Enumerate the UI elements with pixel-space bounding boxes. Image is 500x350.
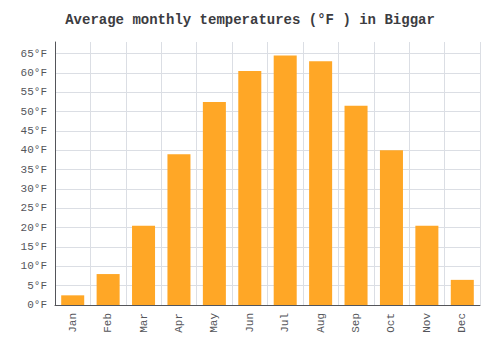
svg-text:Mar: Mar [138,313,150,333]
svg-text:10°F: 10°F [21,260,47,272]
svg-text:Nov: Nov [421,313,433,333]
svg-text:May: May [208,313,220,333]
svg-text:Feb: Feb [102,313,114,333]
svg-text:Aug: Aug [315,313,327,333]
svg-text:20°F: 20°F [21,222,47,234]
svg-text:55°F: 55°F [21,86,47,98]
svg-text:25°F: 25°F [21,202,47,214]
svg-text:Average monthly temperatures (: Average monthly temperatures (°F ) in Bi… [65,12,435,28]
svg-text:30°F: 30°F [21,183,47,195]
svg-text:40°F: 40°F [21,144,47,156]
svg-text:60°F: 60°F [21,67,47,79]
svg-text:5°F: 5°F [27,280,47,292]
svg-text:Apr: Apr [173,313,185,333]
svg-text:Jul: Jul [279,313,291,333]
svg-text:Jan: Jan [67,313,79,333]
svg-text:0°F: 0°F [27,299,47,311]
svg-text:Oct: Oct [385,313,397,333]
svg-text:50°F: 50°F [21,106,47,118]
svg-text:15°F: 15°F [21,241,47,253]
svg-text:Jun: Jun [244,313,256,333]
svg-text:65°F: 65°F [21,48,47,60]
svg-text:Sep: Sep [350,313,362,333]
svg-text:35°F: 35°F [21,164,47,176]
svg-text:Dec: Dec [456,313,468,333]
svg-text:45°F: 45°F [21,125,47,137]
